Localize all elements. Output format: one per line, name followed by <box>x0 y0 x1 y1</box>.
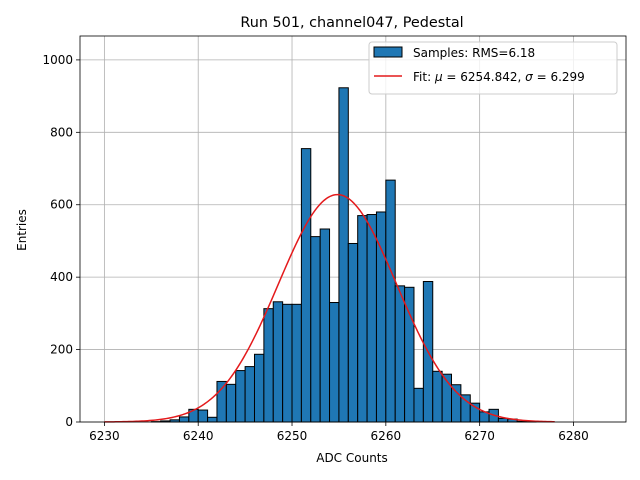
histogram-bar <box>263 308 274 423</box>
y-tick-label: 0 <box>65 415 73 429</box>
legend-sigma-symbol: σ <box>525 70 533 84</box>
y-axis-ticks: 0 200 400 600 800 1000 <box>42 53 80 429</box>
histogram-bar <box>451 384 462 423</box>
histogram-bar <box>357 215 368 423</box>
histogram-bar <box>225 383 237 423</box>
histogram-bar <box>197 409 209 423</box>
y-axis-label: Entries <box>15 209 29 251</box>
y-tick-label: 400 <box>50 270 73 284</box>
histogram-bar <box>310 236 321 423</box>
y-tick-label: 200 <box>50 343 73 357</box>
histogram-bar <box>235 370 246 423</box>
histogram-bar <box>329 302 340 423</box>
chart-title: Run 501, channel047, Pedestal <box>240 15 463 31</box>
histogram-bar <box>282 303 293 423</box>
x-tick-label: 6260 <box>371 429 402 443</box>
histogram-bar <box>347 242 359 423</box>
legend-mu-symbol: μ <box>434 70 443 84</box>
histogram-bar <box>366 214 377 423</box>
histogram-bar <box>319 228 331 423</box>
legend-sigma-value: = 6.299 <box>533 70 585 84</box>
fit-curve <box>104 193 555 423</box>
legend-mu-value: = 6254.842, <box>443 70 526 84</box>
legend-box <box>368 41 618 95</box>
grid <box>80 36 626 423</box>
histogram-bar <box>178 416 190 423</box>
legend: Samples: RMS=6.18 Fit: μ = 6254.842, σ =… <box>368 41 618 95</box>
x-tick-label: 6230 <box>89 429 120 443</box>
legend-fit-label: Fit: μ = 6254.842, σ = 6.299 <box>413 70 585 84</box>
histogram-bar <box>253 353 265 423</box>
y-tick-label: 800 <box>50 125 73 139</box>
x-tick-label: 6280 <box>558 429 589 443</box>
x-tick-label: 6270 <box>464 429 495 443</box>
histogram-bar <box>207 416 218 423</box>
x-axis-ticks: 6230 6240 6250 6260 6270 6280 <box>89 422 589 443</box>
plot-frame <box>79 35 627 423</box>
histogram-bar <box>272 301 284 423</box>
histogram-bar <box>460 394 471 423</box>
legend-fit-prefix: Fit: <box>413 70 435 84</box>
histogram-bar <box>244 366 255 423</box>
y-tick-label: 1000 <box>42 53 73 67</box>
histogram-bar <box>300 148 312 423</box>
x-tick-label: 6250 <box>277 429 308 443</box>
histogram-bar <box>432 370 443 423</box>
histogram-bars <box>150 87 537 423</box>
x-tick-label: 6240 <box>183 429 214 443</box>
legend-histogram-swatch <box>373 46 403 58</box>
x-axis-label: ADC Counts <box>316 451 388 465</box>
histogram-bar <box>385 179 396 423</box>
fit-curve-group <box>104 193 555 423</box>
y-tick-label: 600 <box>50 198 73 212</box>
histogram-bar <box>413 387 424 423</box>
legend-histogram-label: Samples: RMS=6.18 <box>413 46 535 60</box>
histogram-bar <box>291 303 302 423</box>
histogram-bar <box>394 285 406 423</box>
histogram-bar <box>338 87 349 423</box>
